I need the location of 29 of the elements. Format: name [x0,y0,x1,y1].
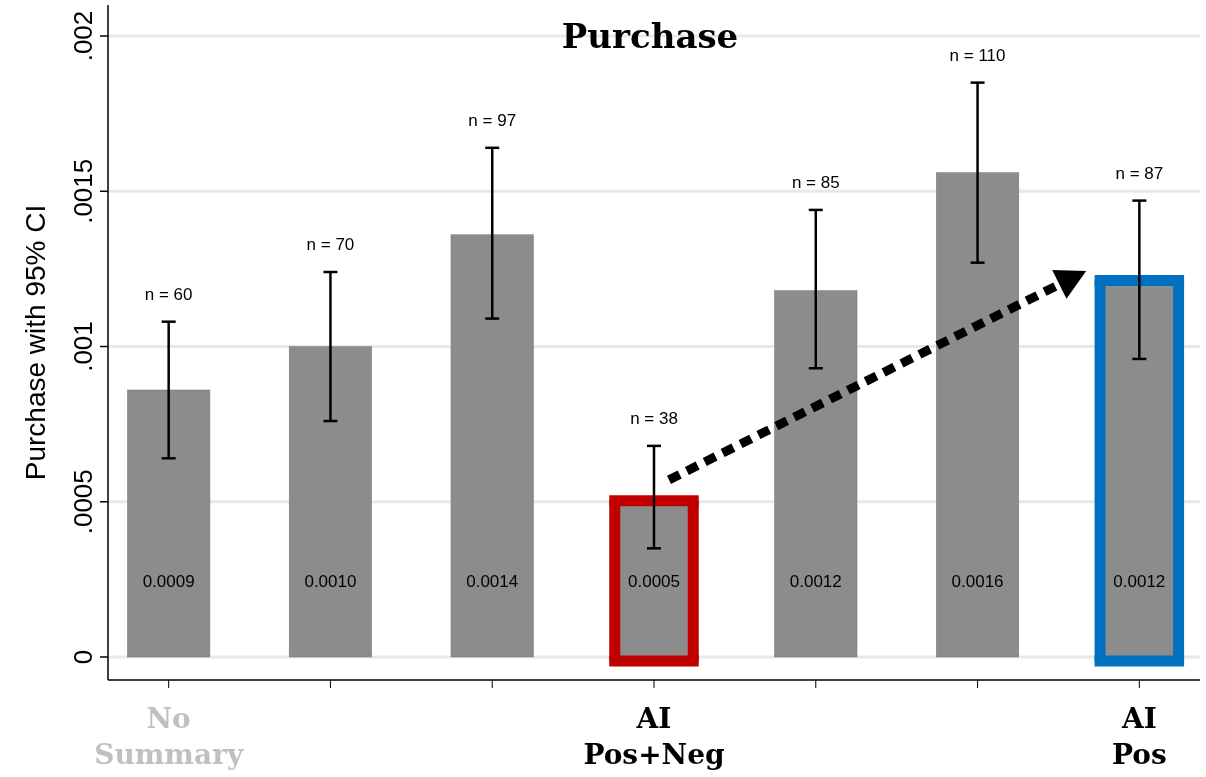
bar [450,234,534,658]
data-label: 0.0009 [142,572,195,591]
annotation: n = 60 [144,284,193,304]
chart-title: Purchase [561,16,739,56]
bar [774,290,858,658]
bar [936,172,1020,658]
y-axis-title: Purchase with 95% CI [20,204,51,481]
annotation: n = 87 [1115,163,1164,183]
bar [127,389,211,658]
data-label: 0.0014 [466,572,519,591]
data-label: 0.0010 [304,572,357,591]
annotation: n = 85 [791,172,840,192]
bar [288,346,372,658]
x-tick-label: AI Pos+Neg [583,702,725,771]
x-tick-label: AI Pos [1111,702,1167,771]
x-tick-label: No Summary [94,702,244,771]
annotation: n = 97 [468,110,517,130]
data-label: 0.0012 [1113,572,1166,591]
y-tick-label: .0005 [68,469,98,535]
y-tick-label: .001 [68,321,98,372]
y-tick-label: 0 [68,649,98,665]
data-label: 0.0005 [628,572,680,591]
y-tick-label: .002 [68,10,98,62]
y-tick-label: .0015 [68,158,98,224]
annotation: n = 38 [630,408,678,428]
data-label: 0.0016 [951,572,1004,591]
annotation: n = 70 [306,235,355,255]
data-label: 0.0012 [789,572,842,591]
annotation: n = 110 [949,45,1006,65]
